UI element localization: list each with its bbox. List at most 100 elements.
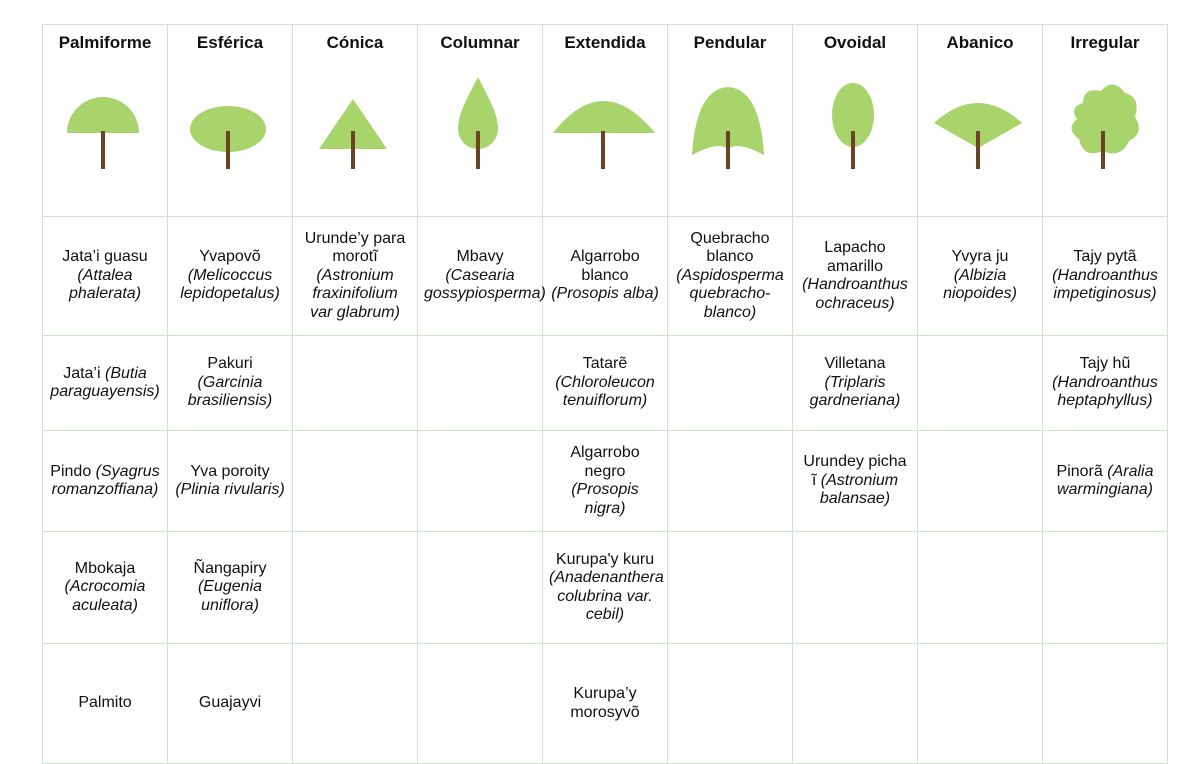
header-label: Columnar bbox=[440, 33, 520, 52]
tree-table-wrap: Palmiforme Esférica Cónica Columnar Extendid… bbox=[42, 24, 1168, 764]
tree-shape-icon bbox=[692, 86, 764, 169]
species-cell: Algarrobo blanco (Prosopis alba) bbox=[542, 216, 668, 336]
species-cell: Mbavy (Casearia gossypiosperma) bbox=[417, 216, 546, 336]
common-name: Tajy pytã bbox=[1073, 248, 1137, 266]
scientific-name: (Astronium fraxinifolium var glabrum) bbox=[310, 266, 400, 321]
scientific-name: (Astronium balansae) bbox=[819, 471, 899, 508]
scientific-name: (Aspidosperma quebracho-blanco) bbox=[676, 266, 784, 321]
species-cell bbox=[1042, 531, 1168, 644]
common-name: Urundey picha ĩ bbox=[803, 453, 907, 489]
scientific-name: (Syagrus romanzoffiana) bbox=[51, 462, 160, 499]
species-cell: Ñangapiry (Eugenia uniflora) bbox=[167, 531, 293, 644]
common-name: Yvyra ju bbox=[951, 248, 1009, 266]
species-cell: Tajy pytã (Handroanthus impetiginosus) bbox=[1042, 216, 1168, 336]
scientific-name: (Plinia rivularis) bbox=[175, 481, 285, 498]
species-row: Pindo (Syagrus romanzoffiana) Yva poroity… bbox=[42, 430, 1168, 532]
scientific-name: (Anadenanthera colubrina var. cebil) bbox=[549, 569, 664, 623]
species-cell: Jata’i guasu (Attalea phalerata) bbox=[42, 216, 168, 336]
header-label: Extendida bbox=[564, 33, 646, 52]
species-cell bbox=[917, 430, 1043, 532]
scientific-name: (Aralia warmingiana) bbox=[1056, 462, 1154, 499]
common-name: Mbokaja bbox=[74, 559, 136, 577]
species-cell bbox=[667, 531, 793, 644]
header-label: Esférica bbox=[196, 33, 264, 52]
header-label: Abanico bbox=[946, 33, 1014, 52]
species-cell: Kurupa'y kuru (Anadenanthera colubrina v… bbox=[542, 531, 668, 644]
common-name: Lapacho amarillo bbox=[824, 239, 886, 275]
header-label: Pendular bbox=[693, 33, 767, 52]
species-cell: Yva poroity (Plinia rivularis) bbox=[167, 430, 293, 532]
species-cell bbox=[792, 643, 918, 764]
common-name: Jata’i guasu bbox=[62, 248, 148, 266]
tree-shape-icon bbox=[553, 100, 655, 169]
common-name: Pindo bbox=[50, 462, 92, 480]
scientific-name: (Attalea phalerata) bbox=[68, 266, 142, 303]
column-header: Irregular bbox=[1042, 24, 1168, 217]
common-name: Algarrobo blanco bbox=[570, 248, 640, 284]
common-name: Urunde’y para morotĩ bbox=[304, 229, 406, 266]
species-cell: Palmito bbox=[42, 643, 168, 764]
scientific-name: (Albizia niopoides) bbox=[943, 266, 1017, 303]
header-row: Palmiforme Esférica Cónica Columnar Extendid… bbox=[42, 24, 1168, 217]
scientific-name: (Triplaris gardneriana) bbox=[809, 373, 901, 410]
scientific-name: (Butia paraguayensis) bbox=[50, 364, 160, 401]
species-cell: Mbokaja (Acrocomia aculeata) bbox=[42, 531, 168, 644]
species-cell bbox=[1042, 643, 1168, 764]
common-name: Villetana bbox=[824, 355, 886, 373]
common-name: Kurupa'y kuru bbox=[555, 550, 655, 568]
common-name: Pinorã bbox=[1056, 462, 1103, 480]
column-header: Columnar bbox=[417, 24, 543, 217]
column-header: Palmiforme bbox=[42, 24, 168, 217]
species-cell bbox=[417, 430, 543, 532]
common-name: Tatarẽ bbox=[582, 355, 628, 373]
species-cell: Pakuri (Garcinia brasiliensis) bbox=[167, 335, 293, 431]
species-cell bbox=[917, 531, 1043, 644]
species-cell bbox=[667, 430, 793, 532]
header-label: Cónica bbox=[326, 33, 384, 52]
column-header: Abanico bbox=[917, 24, 1043, 217]
species-cell: Lapacho amarillo (Handroanthus ochraceus… bbox=[792, 216, 918, 336]
species-cell bbox=[292, 643, 418, 764]
common-name: Jata’i bbox=[63, 364, 101, 382]
tree-shape-icon bbox=[319, 98, 387, 169]
species-cell bbox=[292, 430, 418, 532]
species-cell bbox=[667, 643, 793, 764]
column-header: Pendular bbox=[667, 24, 793, 217]
species-cell bbox=[667, 335, 793, 431]
species-cell: Villetana (Triplaris gardneriana) bbox=[792, 335, 918, 431]
species-cell: Yvyra ju (Albizia niopoides) bbox=[917, 216, 1043, 336]
common-name: Kurupa’y morosyvõ bbox=[570, 685, 640, 721]
species-cell: Kurupa’y morosyvõ bbox=[542, 643, 668, 764]
tree-table: Palmiforme Esférica Cónica Columnar Extendid… bbox=[42, 24, 1168, 764]
header-label: Palmiforme bbox=[58, 33, 152, 52]
header-label: Irregular bbox=[1070, 33, 1140, 52]
tree-shape-icon bbox=[832, 82, 874, 169]
column-header: Esférica bbox=[167, 24, 293, 217]
header-label: Ovoidal bbox=[823, 33, 887, 52]
common-name: Pakuri bbox=[207, 355, 253, 373]
species-cell: Pindo (Syagrus romanzoffiana) bbox=[42, 430, 168, 532]
species-cell bbox=[417, 643, 543, 764]
species-cell bbox=[292, 531, 418, 644]
species-cell bbox=[917, 335, 1043, 431]
scientific-name: (Handroanthus impetiginosus) bbox=[1052, 266, 1158, 303]
column-header: Ovoidal bbox=[792, 24, 918, 217]
common-name: Yvapovõ bbox=[199, 248, 261, 266]
tree-shape-icon bbox=[67, 96, 139, 169]
species-cell: Tatarẽ (Chloroleucon tenuiflorum) bbox=[542, 335, 668, 431]
column-header: Cónica bbox=[292, 24, 418, 217]
common-name: Ñangapiry bbox=[193, 559, 267, 577]
scientific-name: (Melicoccus lepidopetalus) bbox=[180, 266, 280, 303]
species-cell: Pinorã (Aralia warmingiana) bbox=[1042, 430, 1168, 532]
common-name: Yva poroity bbox=[190, 462, 270, 480]
scientific-name: (Garcinia brasiliensis) bbox=[187, 373, 273, 410]
scientific-name: (Prosopis nigra) bbox=[571, 481, 639, 517]
species-cell: Guajayvi bbox=[167, 643, 293, 764]
species-cell: Jata’i (Butia paraguayensis) bbox=[42, 335, 168, 431]
species-cell bbox=[917, 643, 1043, 764]
species-cell: Urunde’y para morotĩ (Astronium fraxinif… bbox=[292, 216, 418, 336]
species-cell: Algarrobo negro (Prosopis nigra) bbox=[542, 430, 668, 532]
common-name: Algarrobo negro bbox=[570, 444, 640, 480]
species-row: Palmito Guajayvi Kurupa’y morosyvõ bbox=[42, 643, 1168, 764]
common-name: Palmito bbox=[78, 694, 132, 712]
